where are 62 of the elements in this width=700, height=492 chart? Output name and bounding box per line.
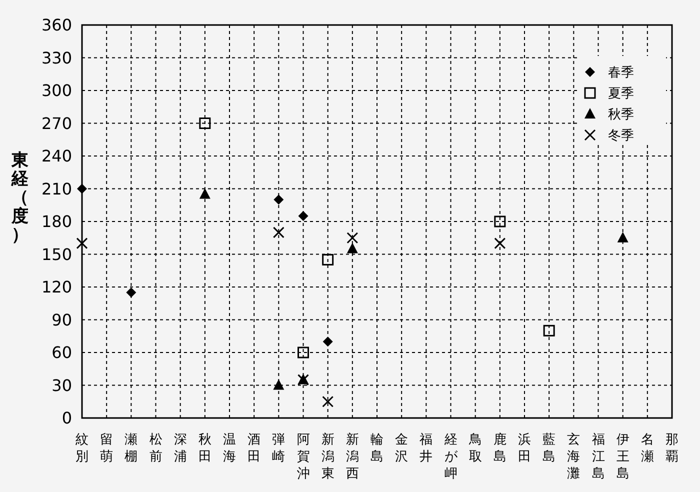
x-tick-label: 酒田 — [248, 432, 261, 465]
point — [494, 238, 506, 250]
y-tick-label: 90 — [52, 310, 72, 330]
point — [126, 287, 136, 298]
y-axis-title: 東経（度） — [10, 150, 30, 246]
x-tick-label: 福井 — [420, 432, 433, 465]
x-tick-label: 阿賀沖 — [296, 432, 310, 482]
point — [298, 211, 308, 222]
x-tick-label: 紋別 — [76, 432, 88, 465]
legend-label: 夏季 — [608, 86, 634, 102]
x-tick-label: 温海 — [223, 432, 236, 465]
point — [199, 118, 211, 129]
x-tick-label: 浜田 — [518, 432, 531, 465]
legend-label: 冬季 — [608, 128, 634, 144]
y-tick-label: 300 — [41, 81, 72, 100]
x-tick-label: 鳥取 — [468, 432, 482, 465]
x-tick-label: 新潟東 — [321, 432, 334, 482]
x-tick-label: 玄海灘 — [567, 432, 580, 482]
x-tick-label: 松前 — [149, 432, 162, 465]
point — [298, 346, 309, 358]
x-tick-label: 瀬棚 — [124, 432, 138, 465]
point — [346, 232, 358, 244]
x-tick-label: 弾崎 — [272, 432, 286, 465]
y-tick-label: 120 — [41, 278, 72, 297]
point — [494, 216, 506, 228]
x-tick-label: 留萌 — [100, 432, 114, 465]
x-tick-label: 輪島 — [370, 432, 384, 465]
point — [617, 232, 628, 242]
x-tick-label: 金沢 — [395, 432, 408, 465]
x-tick-label: 鹿島 — [493, 432, 506, 465]
x-tick-label: 名瀬 — [640, 432, 654, 465]
point — [274, 194, 284, 205]
x-tick-label: 那覇 — [666, 432, 678, 465]
y-tick-label: 30 — [52, 376, 72, 395]
legend-label: 秋季 — [608, 108, 634, 123]
x-tick-label: 藍島 — [542, 432, 556, 465]
x-tick-label: 福江島 — [592, 432, 605, 482]
point — [322, 254, 334, 266]
point — [273, 379, 284, 390]
y-tick-label: 0 — [62, 408, 72, 428]
y-tick-label: 330 — [41, 48, 72, 68]
y-tick-label: 360 — [41, 16, 72, 35]
x-tick-label: 経が岬 — [443, 432, 458, 482]
x-tick-label: 秋田 — [198, 432, 212, 465]
y-tick-label: 270 — [41, 114, 72, 133]
point — [322, 396, 334, 408]
point — [199, 188, 210, 199]
x-tick-label: 新潟西 — [346, 432, 359, 482]
y-tick-label: 150 — [41, 244, 72, 264]
point — [272, 226, 284, 238]
y-tick-label: 60 — [52, 343, 72, 362]
point — [543, 324, 555, 336]
x-tick-label: 深浦 — [174, 432, 187, 465]
point — [322, 336, 333, 347]
legend-label: 春季 — [608, 66, 634, 81]
point — [76, 238, 88, 250]
y-tick-label: 180 — [41, 212, 72, 232]
x-tick-label: 伊王島 — [616, 432, 630, 482]
y-tick-label: 210 — [41, 179, 72, 198]
point — [346, 242, 358, 254]
y-tick-label: 240 — [41, 146, 72, 166]
point — [77, 184, 87, 194]
